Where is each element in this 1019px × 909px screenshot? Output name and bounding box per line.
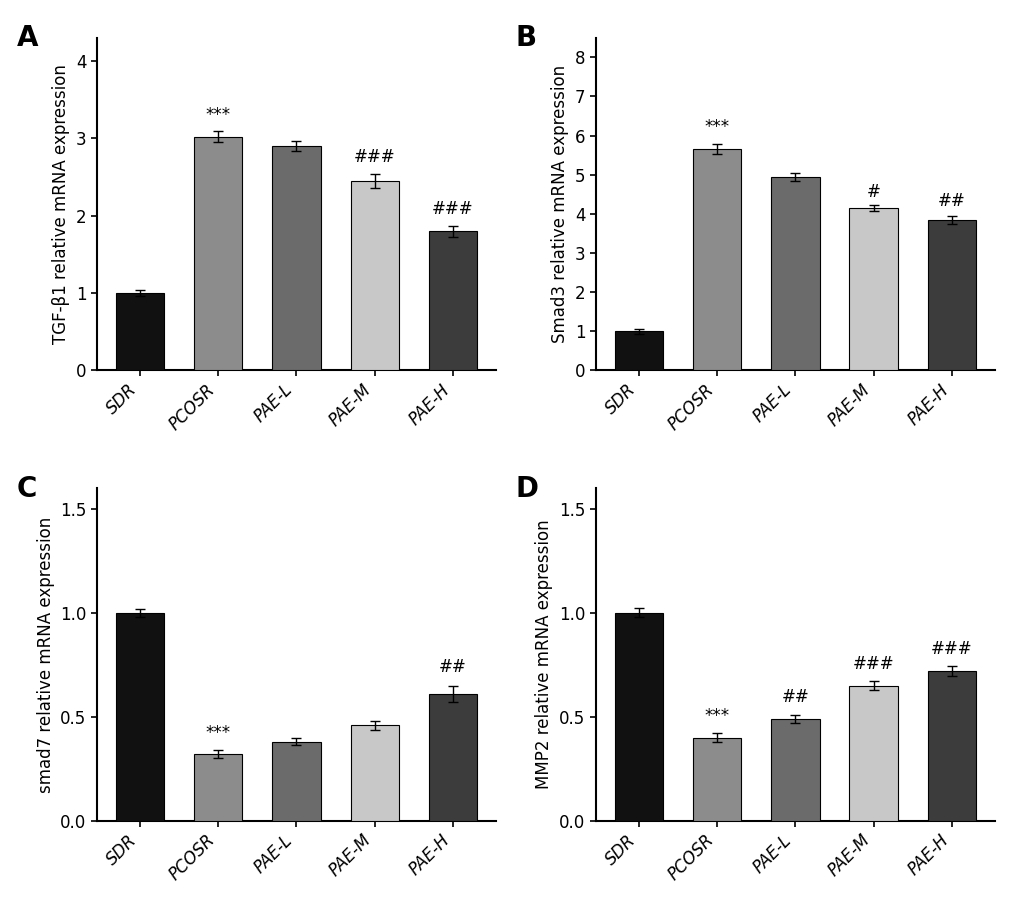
Text: ##: ## xyxy=(781,688,808,706)
Y-axis label: Smad3 relative mRNA expression: Smad3 relative mRNA expression xyxy=(550,65,569,343)
Text: ##: ## xyxy=(937,193,965,210)
Text: ###: ### xyxy=(852,654,894,673)
Y-axis label: TGF-β1 relative mRNA expression: TGF-β1 relative mRNA expression xyxy=(52,65,70,344)
Text: ***: *** xyxy=(704,118,729,136)
Text: B: B xyxy=(516,25,536,53)
Bar xyxy=(194,136,243,370)
Bar xyxy=(351,725,398,821)
Bar xyxy=(613,613,662,821)
Bar xyxy=(428,694,477,821)
Bar xyxy=(692,149,741,370)
Bar xyxy=(770,176,819,370)
Text: A: A xyxy=(17,25,39,53)
Bar xyxy=(115,613,164,821)
Bar xyxy=(849,208,897,370)
Text: #: # xyxy=(866,183,879,201)
Text: ***: *** xyxy=(206,724,230,742)
Bar xyxy=(770,719,819,821)
Y-axis label: MMP2 relative mRNA expression: MMP2 relative mRNA expression xyxy=(535,520,553,789)
Text: ***: *** xyxy=(704,706,729,724)
Bar xyxy=(926,220,975,370)
Bar xyxy=(926,671,975,821)
Text: ###: ### xyxy=(432,200,474,218)
Bar xyxy=(194,754,243,821)
Y-axis label: smad7 relative mRNA expression: smad7 relative mRNA expression xyxy=(37,516,54,793)
Text: ###: ### xyxy=(930,640,972,658)
Bar xyxy=(351,181,398,370)
Text: ###: ### xyxy=(354,148,395,166)
Text: ***: *** xyxy=(206,105,230,124)
Bar xyxy=(849,685,897,821)
Bar xyxy=(613,331,662,370)
Bar xyxy=(428,231,477,370)
Bar xyxy=(272,146,320,370)
Text: C: C xyxy=(17,474,38,503)
Text: ##: ## xyxy=(439,657,467,675)
Bar xyxy=(692,737,741,821)
Text: D: D xyxy=(516,474,538,503)
Bar xyxy=(272,742,320,821)
Bar xyxy=(115,293,164,370)
